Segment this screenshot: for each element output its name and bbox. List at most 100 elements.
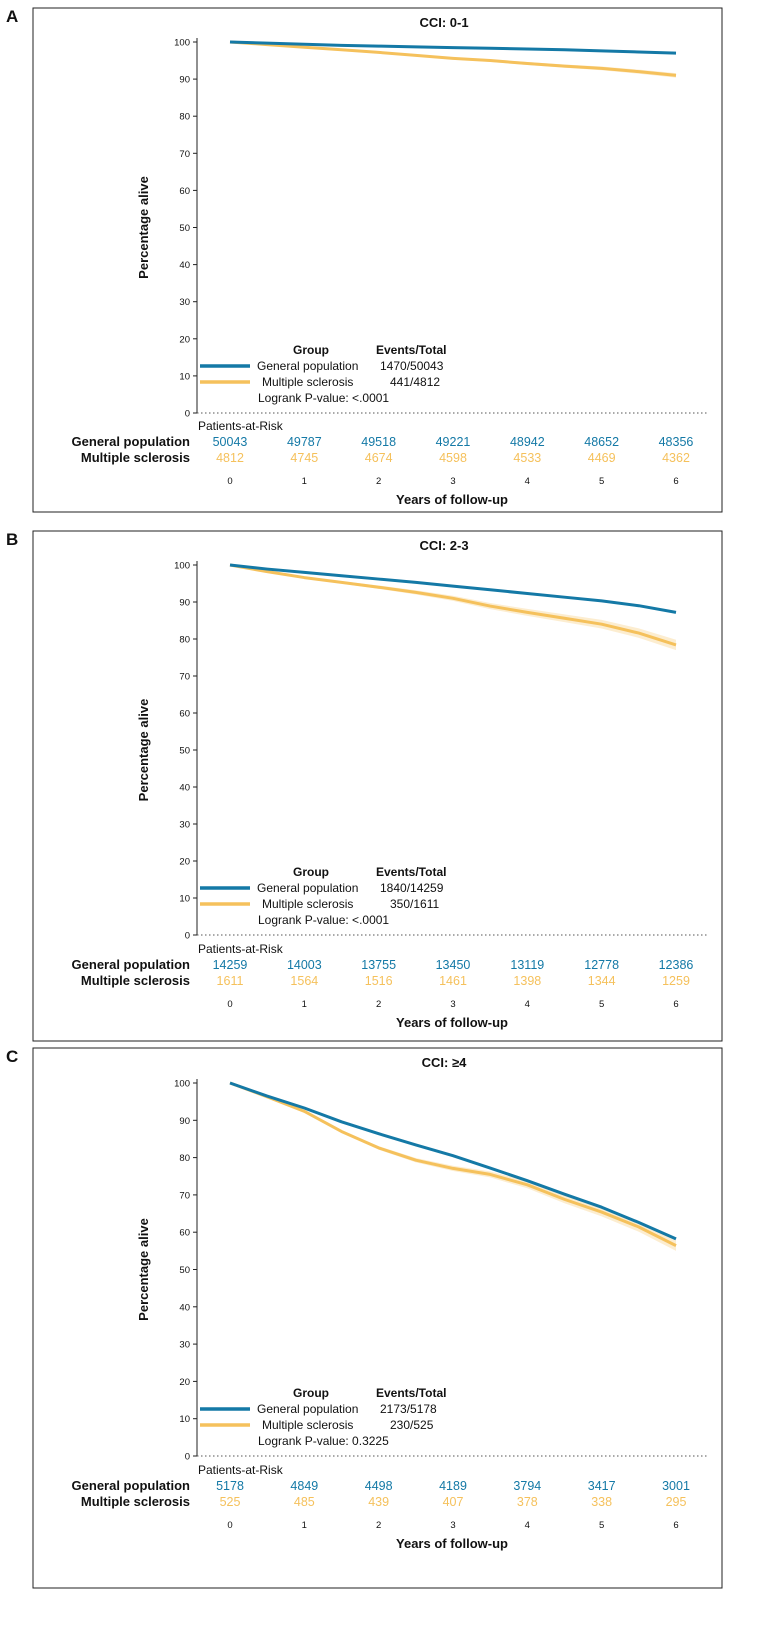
risk-value-general-population: 4189	[439, 1479, 467, 1493]
risk-value-general-population: 50043	[213, 435, 248, 449]
y-axis-label: Percentage alive	[136, 176, 151, 279]
panel-letter: C	[6, 1047, 18, 1066]
risk-value-multiple-sclerosis: 439	[368, 1495, 389, 1509]
risk-value-multiple-sclerosis: 1398	[513, 974, 541, 988]
y-tick-label: 60	[179, 709, 190, 720]
legend-header-group: Group	[293, 343, 329, 357]
legend-header-events: Events/Total	[376, 1386, 446, 1400]
y-tick-label: 80	[179, 635, 190, 646]
risk-value-general-population: 14259	[213, 958, 248, 972]
risk-value-multiple-sclerosis: 4745	[290, 451, 318, 465]
x-axis-label: Years of follow-up	[396, 492, 508, 507]
risk-value-general-population: 48356	[659, 435, 694, 449]
x-tick-label: 5	[599, 476, 604, 487]
series-line-multiple-sclerosis	[229, 1081, 677, 1247]
y-tick-label: 20	[179, 857, 190, 868]
x-axis-label: Years of follow-up	[396, 1536, 508, 1551]
x-tick-label: 6	[673, 1520, 678, 1531]
risk-value-multiple-sclerosis: 295	[666, 1495, 687, 1509]
risk-value-general-population: 13119	[510, 958, 544, 972]
risk-header: Patients-at-Risk	[198, 419, 284, 433]
risk-value-general-population: 48942	[510, 435, 545, 449]
legend-name: General population	[257, 359, 358, 373]
chart-title: CCI: 0-1	[419, 15, 468, 30]
x-tick-label: 1	[302, 1520, 307, 1531]
x-tick-label: 1	[302, 476, 307, 487]
risk-row-label-multiple-sclerosis: Multiple sclerosis	[81, 1494, 190, 1509]
risk-value-general-population: 3001	[662, 1479, 690, 1493]
y-tick-label: 80	[179, 112, 190, 123]
panel-frame	[32, 530, 723, 1042]
x-tick-label: 4	[525, 1520, 530, 1531]
risk-value-general-population: 48652	[584, 435, 619, 449]
risk-value-multiple-sclerosis: 1461	[439, 974, 467, 988]
series-line-general-population	[229, 40, 677, 55]
y-tick-label: 100	[174, 561, 190, 572]
risk-value-general-population: 12778	[584, 958, 619, 972]
y-tick-label: 40	[179, 260, 190, 271]
y-tick-label: 90	[179, 598, 190, 609]
risk-value-general-population: 5178	[216, 1479, 244, 1493]
chart-title: CCI: 2-3	[419, 538, 468, 553]
series-line-multiple-sclerosis	[229, 40, 677, 77]
panel-letter: B	[6, 530, 18, 549]
risk-row-label-multiple-sclerosis: Multiple sclerosis	[81, 973, 190, 988]
x-tick-label: 6	[673, 476, 678, 487]
panel-frame	[32, 1047, 723, 1589]
y-tick-label: 90	[179, 1116, 190, 1127]
risk-value-multiple-sclerosis: 407	[443, 1495, 464, 1509]
risk-row-label-general-population: General population	[72, 957, 191, 972]
risk-value-multiple-sclerosis: 4362	[662, 451, 690, 465]
series-line-general-population	[229, 563, 677, 614]
y-tick-label: 70	[179, 149, 190, 160]
y-tick-label: 70	[179, 1190, 190, 1201]
risk-value-multiple-sclerosis: 4533	[513, 451, 541, 465]
y-tick-label: 10	[179, 1414, 190, 1425]
risk-value-general-population: 3417	[588, 1479, 616, 1493]
series-line-multiple-sclerosis	[229, 563, 677, 647]
legend-events: 1840/14259	[380, 881, 444, 895]
x-tick-label: 4	[525, 999, 530, 1010]
risk-value-multiple-sclerosis: 4812	[216, 451, 244, 465]
risk-value-multiple-sclerosis: 1516	[365, 974, 393, 988]
risk-value-multiple-sclerosis: 485	[294, 1495, 315, 1509]
legend-events: 230/525	[390, 1418, 434, 1432]
x-tick-label: 2	[376, 1520, 381, 1531]
x-tick-label: 1	[302, 999, 307, 1010]
risk-row-label-general-population: General population	[72, 1478, 191, 1493]
x-axis-label: Years of follow-up	[396, 1015, 508, 1030]
risk-value-general-population: 3794	[513, 1479, 541, 1493]
series-line-general-population	[229, 1081, 677, 1241]
y-tick-label: 90	[179, 75, 190, 86]
y-tick-label: 20	[179, 334, 190, 345]
y-tick-label: 0	[185, 1452, 190, 1463]
x-tick-label: 3	[450, 1520, 455, 1531]
chart-title: CCI: ≥4	[422, 1055, 467, 1070]
risk-header: Patients-at-Risk	[198, 1463, 284, 1477]
logrank-pvalue: Logrank P-value: <.0001	[258, 391, 389, 405]
x-tick-label: 3	[450, 999, 455, 1010]
legend-name: General population	[257, 1402, 358, 1416]
legend-name: Multiple sclerosis	[262, 1418, 353, 1432]
risk-value-multiple-sclerosis: 378	[517, 1495, 538, 1509]
logrank-pvalue: Logrank P-value: 0.3225	[258, 1434, 389, 1448]
panel-frame	[32, 7, 723, 513]
y-tick-label: 30	[179, 297, 190, 308]
x-tick-label: 5	[599, 1520, 604, 1531]
x-tick-label: 6	[673, 999, 678, 1010]
legend-events: 441/4812	[390, 375, 440, 389]
risk-value-general-population: 49518	[361, 435, 396, 449]
legend-header-events: Events/Total	[376, 343, 446, 357]
risk-value-general-population: 13755	[361, 958, 396, 972]
legend-name: Multiple sclerosis	[262, 897, 353, 911]
x-tick-label: 2	[376, 999, 381, 1010]
x-tick-label: 2	[376, 476, 381, 487]
panel-a: A CCI: 0-10102030405060708090100Percentag…	[6, 7, 723, 513]
y-tick-label: 10	[179, 371, 190, 382]
x-tick-label: 0	[227, 476, 232, 487]
x-tick-label: 0	[227, 999, 232, 1010]
legend-events: 2173/5178	[380, 1402, 437, 1416]
risk-value-general-population: 49787	[287, 435, 322, 449]
y-tick-label: 20	[179, 1377, 190, 1388]
legend-header-group: Group	[293, 1386, 329, 1400]
